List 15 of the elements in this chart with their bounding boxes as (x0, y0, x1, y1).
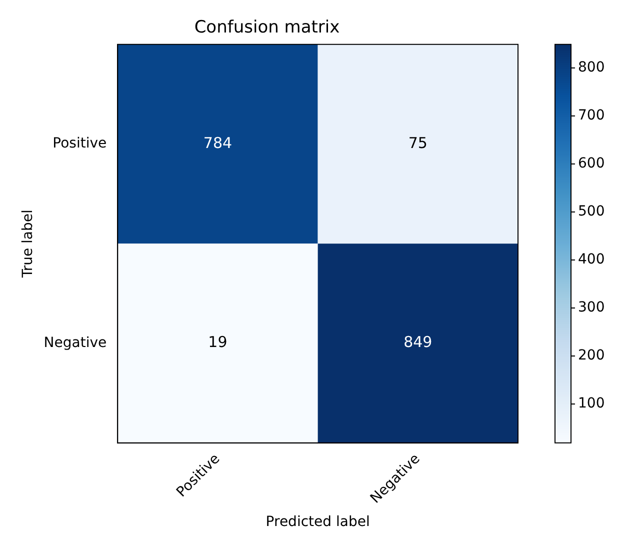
data-label: 75 (408, 134, 428, 152)
x-axis-title: Predicted label (266, 514, 370, 530)
data-label: 849 (404, 333, 432, 352)
y-axis-title: True label (20, 210, 36, 279)
color-bar-label: 500 (578, 204, 605, 220)
color-bar-label: 800 (578, 60, 605, 76)
color-bar-label: 400 (578, 252, 605, 268)
data-label: 19 (208, 333, 228, 352)
color-bar-label: 100 (578, 396, 605, 412)
color-bar-label: 600 (578, 156, 605, 172)
color-bar-label: 200 (578, 348, 605, 364)
color-bar-label: 700 (578, 108, 605, 124)
data-label: 784 (203, 134, 232, 152)
chart-title: Confusion matrix (194, 18, 340, 38)
color-bar-label: 300 (578, 300, 605, 316)
